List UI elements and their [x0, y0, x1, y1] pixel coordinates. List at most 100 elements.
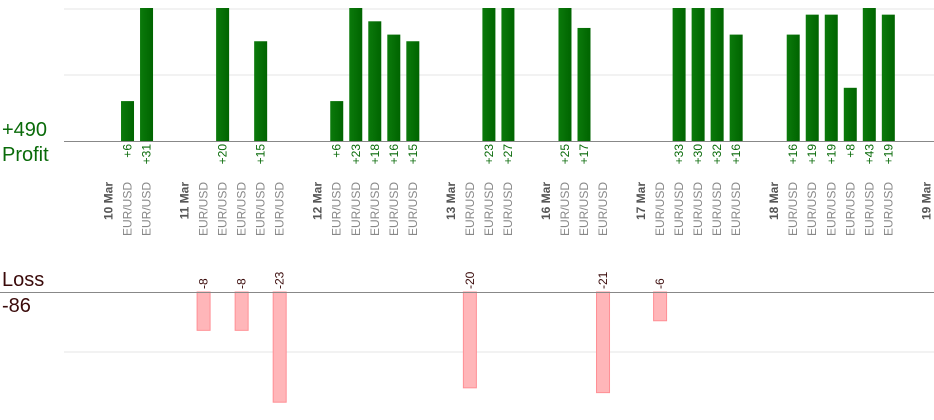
symbol-label: EUR/USD: [577, 182, 591, 236]
symbol-label: EUR/USD: [691, 182, 705, 236]
profit-value-label: +23: [349, 144, 363, 165]
profit-bar: [482, 8, 496, 141]
symbol-label: EUR/USD: [140, 182, 154, 236]
profit-value-label: +31: [140, 144, 154, 165]
profit-value-label: +8: [843, 144, 857, 158]
profit-value-label: +23: [482, 144, 496, 165]
loss-label: Loss: [2, 269, 45, 291]
value-labels: +6 +31 -8 +20 -8 +15 -23 +6 +23 +18 +16 +15 -20 +23 +2…: [121, 144, 896, 289]
symbol-label: EUR/USD: [406, 182, 420, 236]
loss-bar: [596, 291, 611, 394]
loss-bar: [653, 291, 668, 322]
profit-value-label: +19: [824, 144, 838, 165]
profit-value-label: +19: [805, 144, 819, 165]
chart-gridlines: [64, 8, 934, 353]
profit-value-label: +20: [216, 144, 230, 165]
profit-label: Profit: [2, 144, 49, 166]
symbol-label: EUR/USD: [805, 182, 819, 236]
symbol-label: EUR/USD: [273, 182, 287, 236]
profit-value-label: +32: [710, 144, 724, 165]
symbol-label: EUR/USD: [197, 182, 211, 236]
symbol-label: EUR/USD: [482, 182, 496, 236]
symbol-label: EUR/USD: [672, 182, 686, 236]
profit-bar: [862, 8, 876, 141]
profit-value-label: +6: [330, 144, 344, 158]
date-label: 10 Mar: [102, 182, 116, 220]
date-label: 13 Mar: [444, 182, 458, 220]
date-label: 19 Mar: [919, 182, 933, 220]
profit-bar: [558, 8, 572, 141]
loss-value-label: -8: [235, 278, 249, 289]
profit-value-label: +16: [786, 144, 800, 165]
date-label: 17 Mar: [634, 182, 648, 220]
profit-bar: [691, 8, 705, 141]
symbol-label: EUR/USD: [710, 182, 724, 236]
symbol-label: EUR/USD: [121, 182, 135, 236]
profit-value-label: +15: [254, 144, 268, 165]
profit-value-label: +33: [672, 144, 686, 165]
profit-value-label: +30: [691, 144, 705, 165]
date-label: 18 Mar: [767, 182, 781, 220]
profit-bar: [843, 87, 857, 141]
profit-bar: [254, 41, 268, 141]
profit-bar: [881, 14, 895, 141]
profit-value-label: +17: [577, 144, 591, 165]
symbol-label: EUR/USD: [501, 182, 515, 236]
symbol-label: EUR/USD: [881, 182, 895, 236]
profit-value-label: +16: [387, 144, 401, 165]
symbol-label: EUR/USD: [330, 182, 344, 236]
symbol-label: EUR/USD: [558, 182, 572, 236]
profit-bar: [729, 34, 743, 141]
symbol-label: EUR/USD: [368, 182, 382, 236]
profit-value-label: +43: [862, 144, 876, 165]
chart-axes: [0, 141, 934, 293]
profit-value-label: +16: [729, 144, 743, 165]
profit-value-label: +6: [121, 144, 135, 158]
profit-bar: [824, 14, 838, 141]
profit-total: +490: [2, 119, 48, 141]
symbol-label: EUR/USD: [463, 182, 477, 236]
loss-bar: [196, 291, 211, 331]
symbol-label: EUR/USD: [349, 182, 363, 236]
symbol-label: EUR/USD: [387, 182, 401, 236]
loss-value-label: -21: [596, 271, 610, 289]
symbol-label: EUR/USD: [786, 182, 800, 236]
loss-bar: [272, 291, 287, 403]
symbol-label: EUR/USD: [824, 182, 838, 236]
profit-bar: [349, 8, 363, 141]
profit-bar: [786, 34, 800, 141]
profit-bar: [330, 101, 344, 141]
profit-value-label: +15: [406, 144, 420, 165]
loss-bar: [462, 291, 477, 389]
profit-bar: [216, 8, 230, 141]
profit-bar: [368, 21, 382, 141]
loss-value-label: -8: [197, 278, 211, 289]
profit-value-label: +25: [558, 144, 572, 165]
date-label: 12 Mar: [311, 182, 325, 220]
symbol-label: EUR/USD: [653, 182, 667, 236]
profit-bar: [577, 27, 591, 142]
loss-total: -86: [2, 295, 31, 317]
profit-bar: [406, 41, 420, 141]
profit-bar: [672, 8, 686, 141]
profit-bars: [121, 8, 895, 142]
symbol-label: EUR/USD: [843, 182, 857, 236]
symbol-label: EUR/USD: [729, 182, 743, 236]
profit-bar: [140, 8, 154, 141]
loss-value-label: -20: [463, 271, 477, 289]
date-label: 16 Mar: [539, 182, 553, 220]
profit-bar: [121, 101, 135, 141]
profit-bar: [710, 8, 724, 141]
symbol-label: EUR/USD: [235, 182, 249, 236]
loss-value-label: -6: [653, 278, 667, 289]
symbol-label: EUR/USD: [862, 182, 876, 236]
loss-bar: [234, 291, 249, 331]
date-label: 11 Mar: [178, 182, 192, 220]
profit-value-label: +27: [501, 144, 515, 165]
profit-value-label: +19: [881, 144, 895, 165]
loss-value-label: -23: [273, 271, 287, 289]
symbol-label: EUR/USD: [254, 182, 268, 236]
profit-value-label: +18: [368, 144, 382, 165]
category-labels: 10 Mar EUR/USD EUR/USD 11 Mar EUR/USD EUR/USD…: [102, 182, 934, 236]
